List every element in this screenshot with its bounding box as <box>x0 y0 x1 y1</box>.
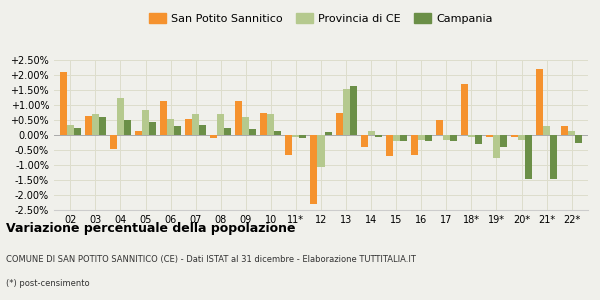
Bar <box>149 122 156 135</box>
Bar <box>74 128 81 135</box>
Bar <box>418 135 425 140</box>
Bar <box>411 135 418 154</box>
Bar <box>110 135 117 148</box>
Bar <box>475 135 482 144</box>
Bar <box>235 100 242 135</box>
Bar <box>568 130 575 135</box>
Bar <box>425 135 432 141</box>
Bar <box>135 130 142 135</box>
Bar <box>67 124 74 135</box>
Bar <box>310 135 317 204</box>
Legend: San Potito Sannitico, Provincia di CE, Campania: San Potito Sannitico, Provincia di CE, C… <box>145 9 497 28</box>
Bar <box>249 129 256 135</box>
Bar <box>174 126 181 135</box>
Bar <box>361 135 368 147</box>
Bar <box>461 84 468 135</box>
Bar <box>268 114 274 135</box>
Bar <box>368 130 374 135</box>
Text: (*) post-censimento: (*) post-censimento <box>6 279 89 288</box>
Bar <box>92 114 99 135</box>
Bar <box>160 100 167 135</box>
Bar <box>374 135 382 136</box>
Bar <box>443 135 450 140</box>
Bar <box>325 132 332 135</box>
Bar <box>518 135 525 140</box>
Bar <box>124 120 131 135</box>
Bar <box>299 135 307 138</box>
Bar <box>286 135 292 154</box>
Bar <box>210 135 217 138</box>
Bar <box>192 114 199 135</box>
Bar <box>99 117 106 135</box>
Bar <box>511 135 518 136</box>
Bar <box>400 135 407 141</box>
Bar <box>561 126 568 135</box>
Bar <box>486 135 493 136</box>
Bar <box>493 135 500 158</box>
Bar <box>343 88 350 135</box>
Bar <box>450 135 457 141</box>
Bar <box>199 124 206 135</box>
Bar <box>543 126 550 135</box>
Bar <box>335 112 343 135</box>
Bar <box>274 130 281 135</box>
Bar <box>242 117 249 135</box>
Bar <box>550 135 557 178</box>
Bar <box>468 135 475 136</box>
Bar <box>185 118 192 135</box>
Text: COMUNE DI SAN POTITO SANNITICO (CE) - Dati ISTAT al 31 dicembre - Elaborazione T: COMUNE DI SAN POTITO SANNITICO (CE) - Da… <box>6 255 416 264</box>
Bar <box>393 135 400 141</box>
Bar <box>525 135 532 178</box>
Bar <box>292 135 299 136</box>
Bar <box>500 135 507 147</box>
Bar <box>217 114 224 135</box>
Bar <box>436 120 443 135</box>
Bar <box>317 135 325 166</box>
Bar <box>117 98 124 135</box>
Bar <box>224 128 231 135</box>
Text: Variazione percentuale della popolazione: Variazione percentuale della popolazione <box>6 222 296 235</box>
Bar <box>167 118 174 135</box>
Bar <box>60 72 67 135</box>
Bar <box>142 110 149 135</box>
Bar <box>575 135 582 142</box>
Bar <box>386 135 393 156</box>
Bar <box>350 85 356 135</box>
Bar <box>260 112 268 135</box>
Bar <box>536 69 543 135</box>
Bar <box>85 116 92 135</box>
